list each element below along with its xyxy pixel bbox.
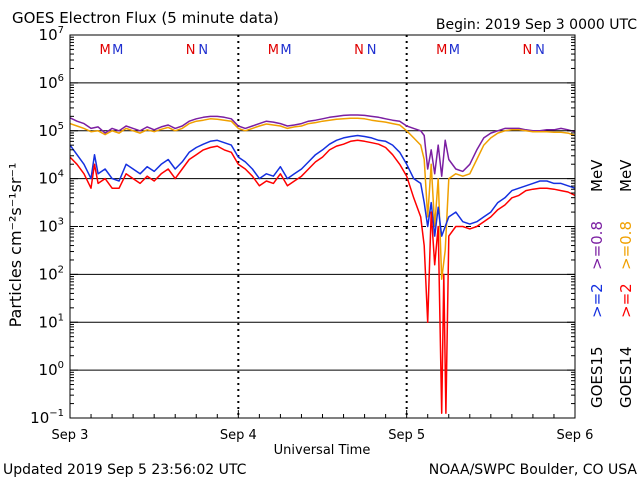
series-line-3 (69, 139, 576, 414)
marker-n: N (186, 43, 196, 58)
legend-goes14-08mev: >=0.8 (617, 221, 635, 270)
marker-m: M (436, 43, 447, 58)
y-tick-label: 10−1 (30, 408, 64, 427)
series-line-0 (69, 114, 576, 177)
marker-n: N (522, 43, 532, 58)
marker-n: N (354, 43, 364, 58)
legend-goes15: GOES15 (588, 346, 606, 408)
y-tick-label: 105 (39, 121, 64, 140)
marker-m: M (280, 43, 291, 58)
legend: GOES15 GOES14 >=2 >=2 >=0.8 >=0.8 MeV Me… (588, 159, 635, 408)
legend-goes14-2mev: >=2 (617, 283, 635, 318)
legend-unit-2: MeV (617, 159, 635, 192)
series-line-1 (69, 117, 576, 280)
legend-unit-1: MeV (588, 159, 606, 192)
day-boundary-lines (237, 35, 408, 418)
y-tick-label: 100 (39, 360, 64, 379)
marker-n: N (198, 43, 208, 58)
threshold-lines (70, 82, 575, 371)
marker-m: M (112, 43, 123, 58)
y-tick-label: 104 (39, 169, 64, 188)
legend-goes15-08mev: >=0.8 (588, 221, 606, 270)
x-tick-label: Sep 6 (557, 428, 594, 443)
begin-label: Begin: 2019 Sep 3 0000 UTC (436, 17, 637, 33)
x-axis: Sep 3 Sep 4 Sep 5 Sep 6 (52, 410, 594, 443)
x-tick-label: Sep 5 (388, 428, 425, 443)
x-tick-label: Sep 4 (220, 428, 257, 443)
series-layer (69, 114, 576, 414)
x-tick-label: Sep 3 (52, 428, 89, 443)
y-tick-label: 106 (39, 73, 64, 92)
updated-timestamp: Updated 2019 Sep 5 23:56:02 UTC (3, 462, 247, 478)
series-line-2 (69, 134, 576, 237)
y-axis: 107 106 105 104 103 102 101 100 10−1 (30, 25, 575, 427)
x-axis-title: Universal Time (274, 443, 371, 458)
y-tick-label: 103 (39, 217, 64, 236)
y-tick-label: 107 (39, 25, 64, 44)
marker-m: M (449, 43, 460, 58)
y-tick-label: 102 (39, 264, 64, 283)
credit-label: NOAA/SWPC Boulder, CO USA (429, 462, 638, 478)
marker-n: N (535, 43, 545, 58)
legend-goes14: GOES14 (617, 346, 635, 408)
chart-title: GOES Electron Flux (5 minute data) (12, 9, 279, 27)
legend-goes15-2mev: >=2 (588, 283, 606, 318)
marker-m: M (99, 43, 110, 58)
y-axis-title: Particles cm⁻²s⁻¹sr⁻¹ (6, 163, 25, 328)
y-tick-label: 101 (39, 312, 64, 331)
marker-m: M (268, 43, 279, 58)
marker-n: N (367, 43, 377, 58)
